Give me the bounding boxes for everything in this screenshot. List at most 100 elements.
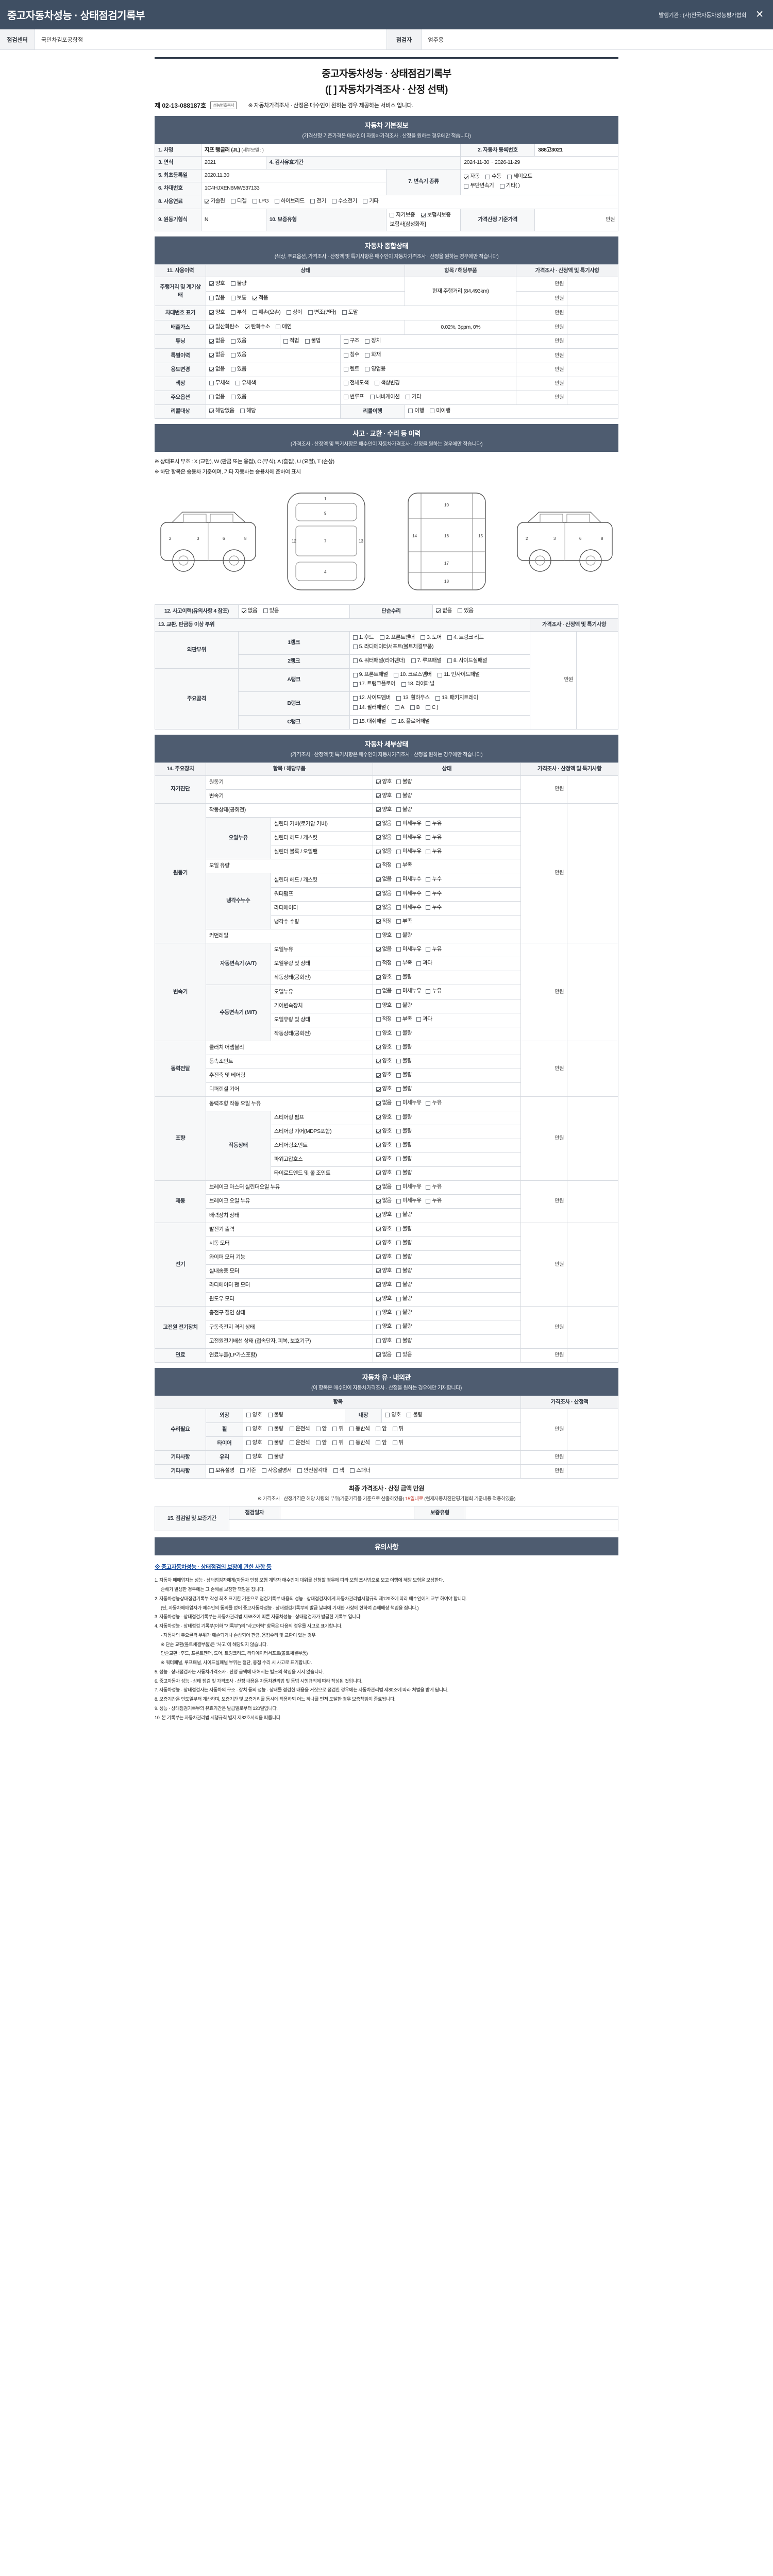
simple-option-none[interactable]: 없음 bbox=[436, 607, 452, 615]
detail-option[interactable]: 누유 bbox=[426, 834, 442, 842]
tuning-option-none[interactable]: 없음 bbox=[209, 337, 225, 345]
detail-option[interactable]: 양호 bbox=[376, 1141, 392, 1149]
detail-option[interactable]: 미세누유 bbox=[396, 820, 422, 828]
special-option-flood[interactable]: 침수 bbox=[343, 351, 359, 359]
option-none[interactable]: 없음 bbox=[209, 393, 225, 401]
detail-option[interactable]: 누수 bbox=[426, 875, 442, 884]
detail-option[interactable]: 불량 bbox=[396, 1113, 412, 1122]
detail-option[interactable]: 누유 bbox=[426, 987, 442, 995]
part-pillar-a[interactable]: A bbox=[394, 704, 405, 712]
exterior-body-good[interactable]: 양호 bbox=[246, 1411, 262, 1419]
detail-option[interactable]: 불량 bbox=[396, 1295, 412, 1303]
detail-option[interactable]: 불량 bbox=[396, 1239, 412, 1247]
part-wheel-house[interactable]: 13. 휠하우스 bbox=[396, 694, 430, 702]
part-radiator-support[interactable]: 5. 라디에이터서포트(볼트체결부품) bbox=[352, 643, 433, 651]
detail-option[interactable]: 양호 bbox=[376, 1085, 392, 1093]
tuning-option-yes[interactable]: 있음 bbox=[230, 337, 247, 345]
close-icon[interactable]: ✕ bbox=[755, 9, 764, 20]
detail-option[interactable]: 적정 bbox=[376, 959, 392, 968]
part-inside-panel[interactable]: 11. 인사이드패널 bbox=[437, 671, 480, 679]
detail-option[interactable]: 적정 bbox=[376, 918, 392, 926]
emission-option-co[interactable]: 일산화탄소 bbox=[209, 323, 239, 331]
part-quarter-panel[interactable]: 6. 쿼터패널(리어펜더) bbox=[352, 657, 406, 665]
detail-option[interactable]: 불량 bbox=[396, 973, 412, 981]
part-rear-panel[interactable]: 18. 리어패널 bbox=[401, 680, 434, 688]
color-option-achromatic[interactable]: 무채색 bbox=[209, 379, 230, 387]
detail-option[interactable]: 누유 bbox=[426, 1099, 442, 1107]
copy-performance-number-button[interactable]: 성능번호복사 bbox=[210, 101, 237, 109]
emission-option-hc[interactable]: 탄화수소 bbox=[245, 323, 270, 331]
detail-option[interactable]: 양호 bbox=[376, 1225, 392, 1233]
detail-option[interactable]: 미세누유 bbox=[396, 848, 422, 856]
mileage-option-many[interactable]: 많음 bbox=[209, 294, 225, 302]
detail-option[interactable]: 없음 bbox=[376, 1183, 392, 1191]
detail-option[interactable]: 없음 bbox=[376, 1351, 392, 1359]
detail-option[interactable]: 양호 bbox=[376, 1309, 392, 1317]
detail-option[interactable]: 양호 bbox=[376, 1127, 392, 1136]
detail-option[interactable]: 없음 bbox=[376, 904, 392, 912]
tire-driver-rear[interactable]: 뒤 bbox=[332, 1439, 344, 1447]
vin-option-corrosion[interactable]: 부식 bbox=[230, 309, 247, 317]
detail-option[interactable]: 누유 bbox=[426, 1183, 442, 1191]
detail-option[interactable]: 불량 bbox=[396, 1141, 412, 1149]
fuel-option-diesel[interactable]: 디젤 bbox=[230, 197, 247, 206]
part-roof-panel[interactable]: 7. 루프패널 bbox=[411, 657, 442, 665]
detail-option[interactable]: 양호 bbox=[376, 1057, 392, 1065]
vin-option-altered[interactable]: 변조(변타) bbox=[308, 309, 337, 317]
special-option-yes[interactable]: 있음 bbox=[230, 351, 247, 359]
glass-bad[interactable]: 불량 bbox=[267, 1453, 283, 1461]
recall-done-option-yes[interactable]: 이행 bbox=[408, 407, 424, 415]
detail-option[interactable]: 불량 bbox=[396, 1029, 412, 1038]
vin-option-different[interactable]: 상이 bbox=[286, 309, 303, 317]
detail-option[interactable]: 양호 bbox=[376, 1281, 392, 1289]
detail-option[interactable]: 없음 bbox=[376, 1099, 392, 1107]
detail-option[interactable]: 과다 bbox=[416, 1015, 432, 1024]
wheel-driver-front[interactable]: 앞 bbox=[315, 1425, 327, 1433]
part-pillar-c[interactable]: C ) bbox=[425, 704, 439, 712]
detail-option[interactable]: 불량 bbox=[396, 1211, 412, 1219]
detail-option[interactable]: 없음 bbox=[376, 848, 392, 856]
detail-option[interactable]: 양호 bbox=[376, 806, 392, 814]
wheel-driver-rear[interactable]: 뒤 bbox=[332, 1425, 344, 1433]
wheel-driver[interactable]: 운전석 bbox=[289, 1425, 310, 1433]
fuel-option-hydrogen[interactable]: 수소전기 bbox=[332, 197, 357, 206]
etc-jack[interactable]: 잭 bbox=[333, 1467, 344, 1475]
interior-good[interactable]: 양호 bbox=[385, 1411, 401, 1419]
fuel-option-gasoline[interactable]: 가솔린 bbox=[204, 197, 225, 206]
usage-option-none[interactable]: 없음 bbox=[209, 365, 225, 374]
detail-option[interactable]: 미세누유 bbox=[396, 987, 422, 995]
wheel-passenger-front[interactable]: 앞 bbox=[375, 1425, 387, 1433]
tire-passenger[interactable]: 동반석 bbox=[349, 1439, 370, 1447]
part-front-panel[interactable]: 9. 프론트패널 bbox=[352, 671, 388, 679]
special-option-none[interactable]: 없음 bbox=[209, 351, 225, 359]
etc-manual[interactable]: 사용설명서 bbox=[261, 1467, 292, 1475]
detail-option[interactable]: 불량 bbox=[396, 778, 412, 786]
option-navigation[interactable]: 내비게이션 bbox=[369, 393, 400, 401]
detail-option[interactable]: 양호 bbox=[376, 973, 392, 981]
part-pillar-b[interactable]: B bbox=[410, 704, 420, 712]
etc-triangle[interactable]: 안전삼각대 bbox=[297, 1467, 328, 1475]
tire-good[interactable]: 양호 bbox=[246, 1439, 262, 1447]
detail-option[interactable]: 양호 bbox=[376, 1211, 392, 1219]
accident-option-yes[interactable]: 있음 bbox=[263, 607, 279, 615]
detail-option[interactable]: 누수 bbox=[426, 904, 442, 912]
tire-driver[interactable]: 운전석 bbox=[289, 1439, 310, 1447]
color-option-full-paint[interactable]: 전체도색 bbox=[343, 379, 369, 387]
part-trunk-lid[interactable]: 4. 트렁크 리드 bbox=[447, 634, 484, 642]
detail-option[interactable]: 불량 bbox=[396, 1267, 412, 1275]
part-floor-panel[interactable]: 16. 플로어패널 bbox=[392, 718, 430, 726]
detail-option[interactable]: 누유 bbox=[426, 945, 442, 954]
color-option-changed[interactable]: 색상변경 bbox=[374, 379, 400, 387]
detail-option[interactable]: 불량 bbox=[396, 1071, 412, 1079]
detail-option[interactable]: 누유 bbox=[426, 848, 442, 856]
etc-standard[interactable]: 기준 bbox=[240, 1467, 256, 1475]
detail-option[interactable]: 없음 bbox=[376, 834, 392, 842]
part-pillar-panel[interactable]: 14. 필러패널 ( bbox=[352, 704, 389, 712]
option-sunroof[interactable]: 썬루프 bbox=[343, 393, 364, 401]
option-yes[interactable]: 있음 bbox=[230, 393, 247, 401]
detail-option[interactable]: 과다 bbox=[416, 959, 432, 968]
transmission-option-semiauto[interactable]: 세미오토 bbox=[507, 173, 532, 181]
detail-option[interactable]: 양호 bbox=[376, 931, 392, 940]
transmission-option-manual[interactable]: 수동 bbox=[485, 173, 501, 181]
detail-option[interactable]: 부족 bbox=[396, 1015, 412, 1024]
